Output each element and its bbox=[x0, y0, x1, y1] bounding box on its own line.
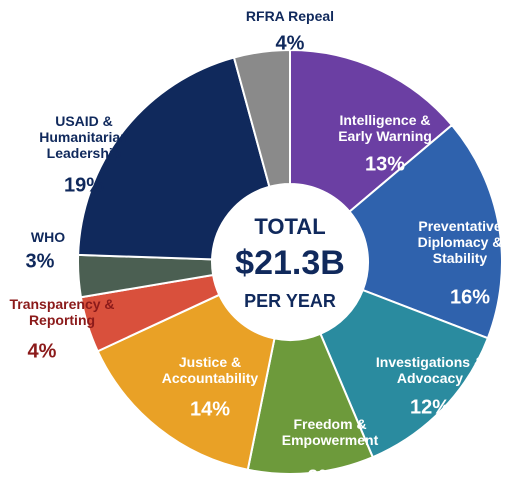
segment-label: USAID & Humanitarian Leadership bbox=[39, 112, 129, 162]
value-label: 4% bbox=[275, 32, 305, 55]
value-label: 9% bbox=[307, 466, 337, 489]
segment-label: WHO bbox=[30, 228, 66, 245]
segment-label: Investigations & Advocacy bbox=[375, 353, 485, 386]
value-label: 19% bbox=[63, 174, 105, 197]
segment-label: Justice & Accountability bbox=[161, 353, 259, 386]
center-total: $21.3B bbox=[235, 244, 345, 282]
value-label: 12% bbox=[409, 396, 451, 419]
value-label: 4% bbox=[27, 340, 57, 363]
segment-label: Freedom & Empowerment bbox=[281, 415, 379, 448]
segment-label: RFRA Repeal bbox=[245, 7, 335, 24]
center-subtitle: PER YEAR bbox=[244, 291, 336, 311]
donut-segment bbox=[319, 288, 490, 459]
segment-label: Intelligence & Early Warning bbox=[338, 111, 432, 144]
value-label: 14% bbox=[189, 398, 231, 421]
segment-label: Transparency & Reporting bbox=[9, 295, 115, 328]
value-label: 13% bbox=[364, 153, 406, 176]
segment-label: Preventative Diplomacy & Stability bbox=[417, 217, 503, 267]
value-label: 16% bbox=[449, 286, 491, 309]
center-hole bbox=[212, 184, 368, 340]
center-title: TOTAL bbox=[254, 214, 325, 239]
value-label: 3% bbox=[25, 250, 55, 273]
